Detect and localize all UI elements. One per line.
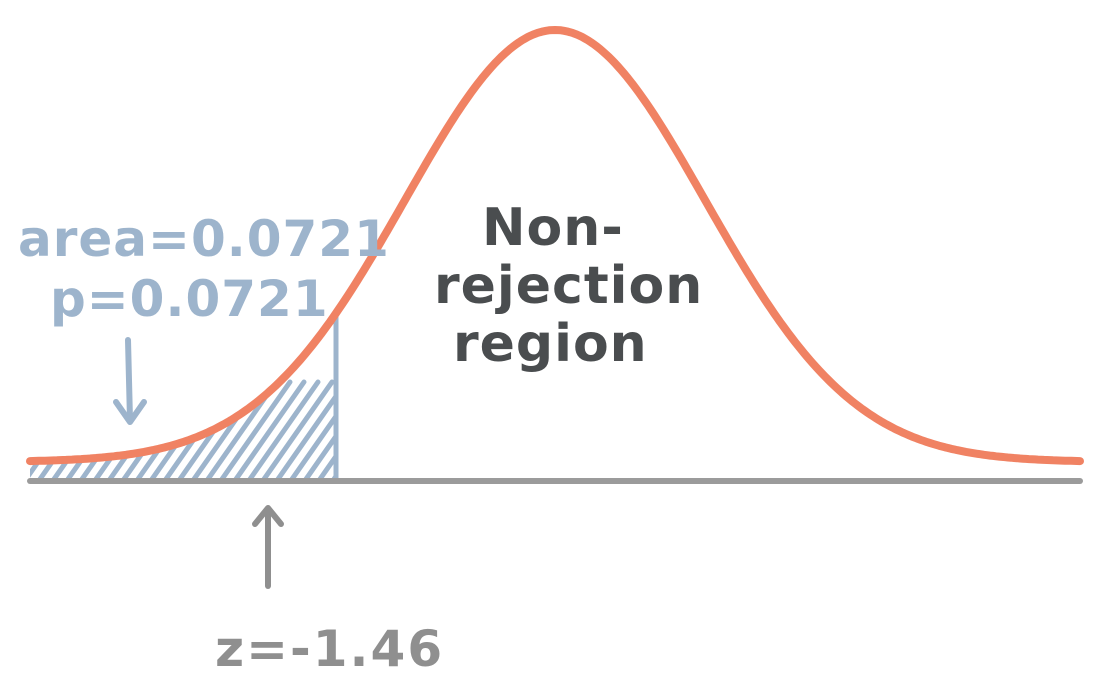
hatch-line	[329, 379, 336, 480]
hatch-line	[217, 379, 293, 480]
up-arrow-icon	[252, 505, 284, 589]
area-label: area=0.0721	[18, 210, 390, 268]
hatch-line	[245, 379, 321, 480]
hatch-line	[287, 379, 336, 480]
region-label-line-3: region	[453, 314, 648, 374]
hatch-line	[105, 379, 181, 480]
left-tail-shading	[30, 379, 486, 482]
hatch-line	[119, 379, 195, 480]
hatch-line	[416, 382, 486, 482]
hatch-line	[360, 382, 430, 482]
z-score-label: z=-1.46	[215, 620, 444, 678]
hatch-line	[231, 379, 307, 480]
hatch-line	[63, 379, 139, 480]
region-label-line-1: Non-	[482, 198, 624, 258]
down-arrow-icon	[113, 337, 147, 425]
hatch-line	[133, 379, 209, 480]
hatch-line	[402, 382, 472, 482]
hatch-line	[301, 379, 336, 480]
hatch-line	[49, 379, 125, 480]
hatch-line	[259, 379, 335, 480]
normal-curve	[26, 26, 1084, 466]
hatch-line	[346, 382, 416, 482]
hatch-line	[315, 379, 336, 480]
hatch-line	[374, 382, 444, 482]
hatch-line	[30, 379, 83, 480]
region-label-line-2: rejection	[434, 256, 703, 316]
p-value-label: p=0.0721	[50, 270, 329, 328]
hatch-line	[388, 382, 458, 482]
hatch-line	[77, 379, 153, 480]
hatch-line	[35, 379, 111, 480]
hatch-line	[30, 379, 97, 480]
